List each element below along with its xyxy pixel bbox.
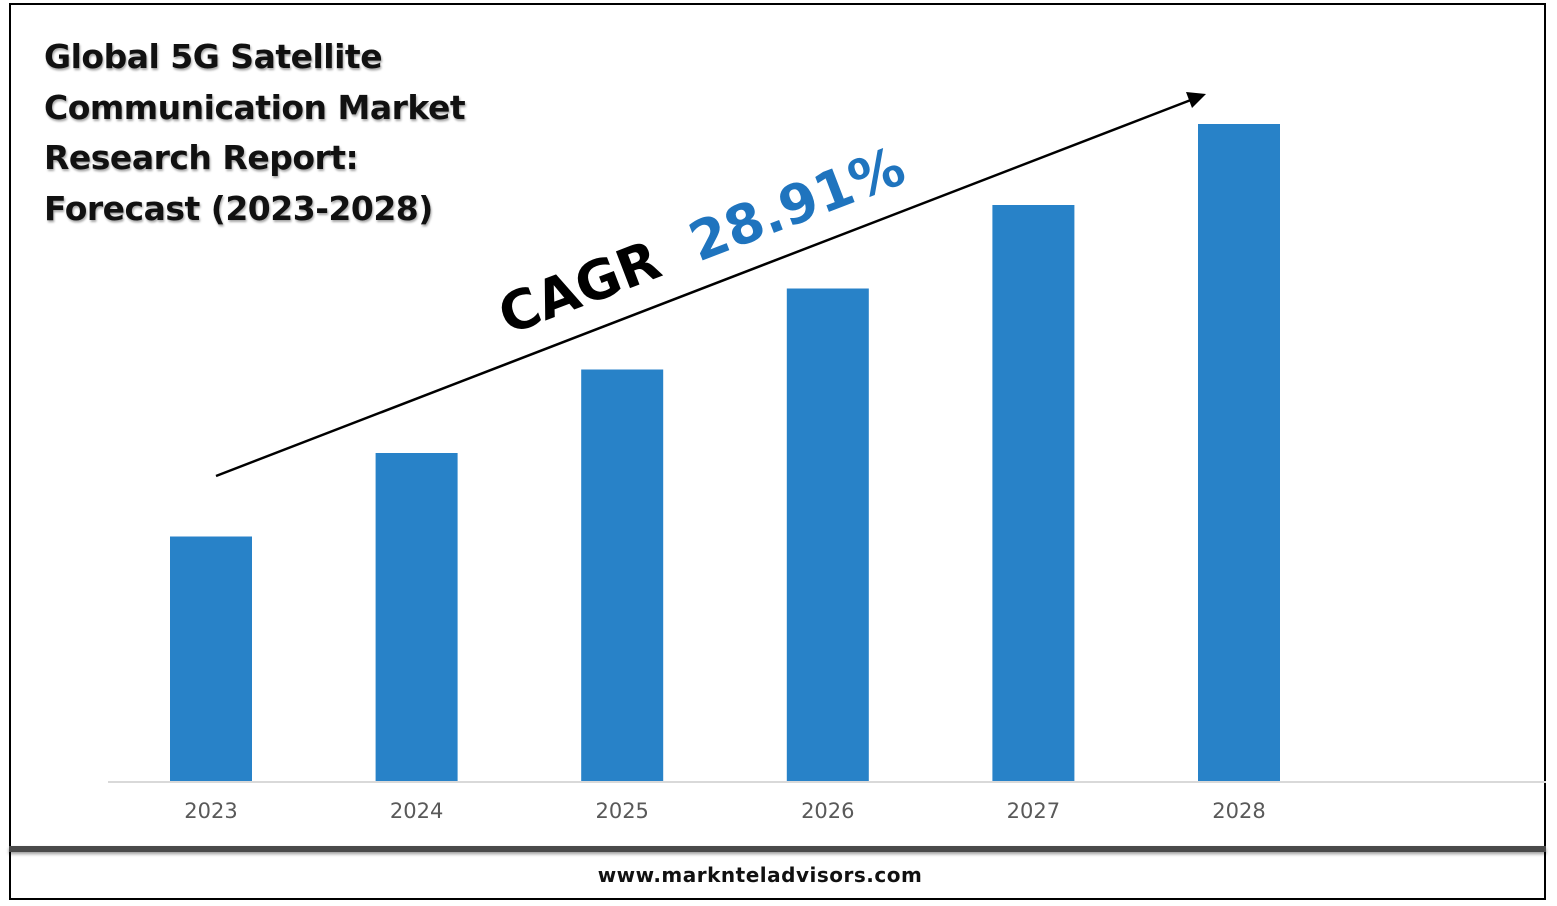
footer-url: www.marknteladvisors.com (597, 863, 923, 887)
cagr-arrow-head (1186, 92, 1206, 108)
chart-title: Global 5G Satellite Communication Market… (44, 37, 466, 228)
cagr-arrow (215, 92, 1206, 478)
bar-2025 (581, 369, 664, 782)
bar-2023 (170, 536, 252, 782)
bar-2028 (1198, 124, 1280, 782)
x-tick-label-2025: 2025 (595, 799, 648, 823)
x-tick-label-2028: 2028 (1212, 799, 1265, 823)
x-tick-label-2023: 2023 (184, 799, 237, 823)
x-tick-labels: 2023 2024 2025 2026 2027 2028 (184, 799, 1265, 823)
chart-frame (9, 3, 1546, 900)
bar-2026 (786, 288, 869, 782)
x-tick-label-2024: 2024 (390, 799, 443, 823)
cagr-arrow-line (215, 96, 1197, 478)
cagr-label: CAGR (490, 228, 669, 347)
footer-divider (9, 846, 1546, 852)
bar-2027 (992, 205, 1075, 782)
x-tick-label-2026: 2026 (801, 799, 854, 823)
bars-layer (170, 124, 1280, 782)
x-tick-label-2027: 2027 (1007, 799, 1060, 823)
bar-2024 (375, 453, 458, 782)
